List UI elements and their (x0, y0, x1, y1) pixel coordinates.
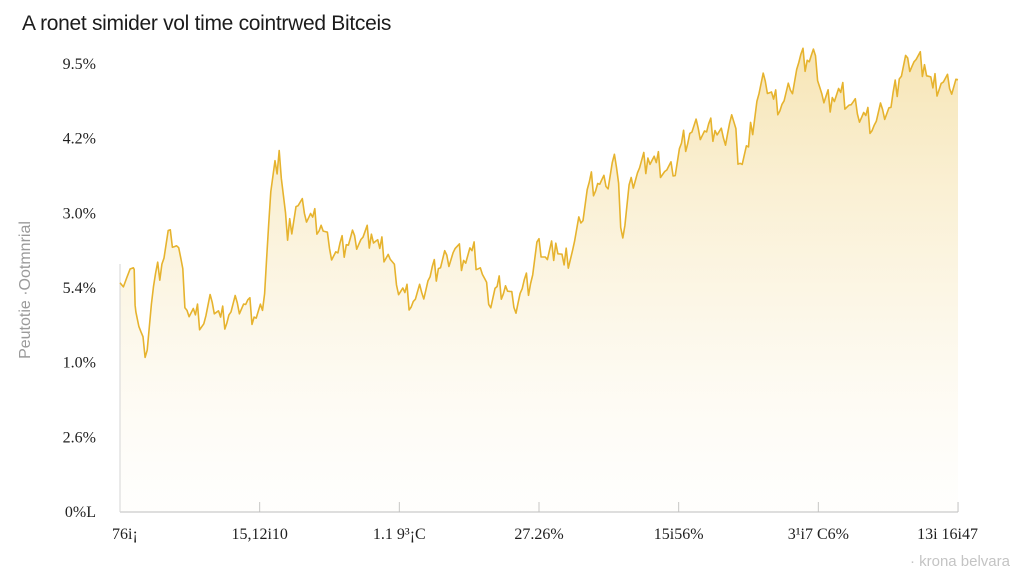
y-tick-label: 3.0% (63, 205, 96, 222)
watermark-text: · krona belvara (909, 553, 1010, 570)
x-tick-label: 15,12i10 (231, 526, 287, 543)
series-area-fill (120, 48, 958, 513)
y-tick-label: 1.0% (63, 355, 96, 372)
x-tick-label: 13i 16i47 (917, 526, 978, 543)
x-tick-label: 15i56% (654, 526, 704, 543)
y-tick-label: 0%L (65, 504, 96, 521)
y-axis-ticks: 9.5% 4.2% 3.0% 5.4% 1.0% 2.6% 0%L (63, 56, 96, 521)
y-tick-label: 2.6% (63, 429, 96, 446)
chart-title: A ronet simider vol time cointrwed Bitce… (22, 12, 392, 35)
y-tick-label: 9.5% (63, 56, 96, 73)
x-tick-label: 27.26% (514, 526, 563, 543)
y-tick-label: 4.2% (63, 131, 96, 148)
series-line (119, 47, 959, 359)
x-tick-label: 1.1 9³¡C (373, 526, 426, 543)
x-tick-label: 3¹i7 C6% (788, 526, 849, 543)
y-tick-label: 5.4% (63, 280, 96, 297)
x-tick-label: 76i¡ (112, 526, 138, 543)
